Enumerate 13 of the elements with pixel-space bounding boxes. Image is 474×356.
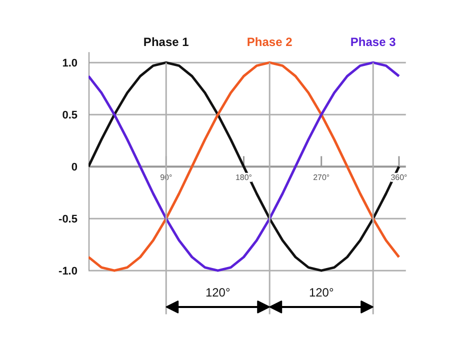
x-tick-label: 270° <box>313 172 330 182</box>
series-label: Phase 2 <box>246 35 293 50</box>
x-tick-label: 180° <box>235 172 252 182</box>
y-tick-label: 0.5 <box>62 110 78 122</box>
series-label: Phase 1 <box>143 35 190 50</box>
series-label: Phase 3 <box>350 35 396 50</box>
y-tick-label: 0 <box>71 162 78 174</box>
y-tick-label: 1.0 <box>62 58 78 70</box>
text: 120° <box>205 286 230 300</box>
text: 120° <box>308 286 334 300</box>
y-tick-label: -1.0 <box>58 266 78 278</box>
y-tick-label: -0.5 <box>58 214 78 226</box>
x-tick-label: 360° <box>390 172 408 182</box>
